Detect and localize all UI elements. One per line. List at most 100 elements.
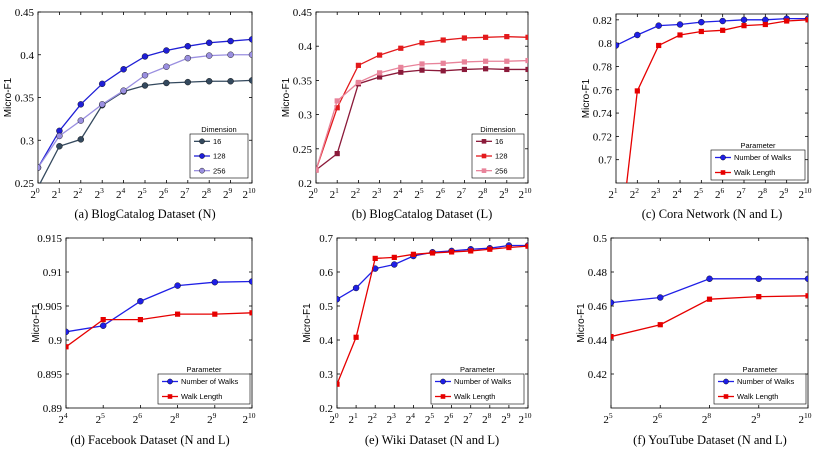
y-tick-label: 0.45 [15, 7, 35, 19]
chart-caption: (e) Wiki Dataset (N and L) [365, 433, 499, 447]
data-point [616, 42, 620, 49]
y-tick-label: 0.42 [588, 369, 607, 381]
y-tick-label: 0.91 [43, 267, 62, 279]
y-tick-label: 0.46 [588, 301, 608, 313]
y-tick-label: 0.915 [37, 233, 62, 245]
legend-title: Dimension [480, 125, 515, 134]
y-tick-label: 0.35 [15, 93, 35, 105]
x-tick-label: 27 [463, 411, 473, 426]
y-axis-label: Micro-F1 [302, 303, 313, 343]
data-point [77, 117, 85, 124]
y-axis-label: Micro-F1 [3, 77, 14, 117]
chart-caption: (f) YouTube Dataset (N and L) [633, 433, 787, 447]
data-point [449, 249, 455, 255]
data-point [377, 52, 383, 58]
data-point [804, 275, 808, 282]
x-tick-label: 210 [799, 411, 812, 426]
data-point [655, 22, 662, 29]
chart-b: 0.2 0.25 0.3 0.35 0.4 0.45 20 21 22 23 24 25 26 27 28 2… [281, 7, 532, 221]
x-tick-label: 28 [702, 411, 712, 426]
legend-swatch-marker [723, 394, 729, 399]
data-point [398, 64, 404, 71]
y-tick-label: 0.2 [298, 178, 312, 190]
x-tick-label: 20 [329, 411, 339, 426]
data-point [419, 61, 425, 67]
legend-box [710, 149, 806, 181]
data-point [391, 261, 398, 268]
data-point [184, 43, 192, 50]
legend-entry-label: Walk Length [734, 168, 775, 177]
data-point [38, 164, 42, 171]
data-point [355, 79, 361, 86]
x-tick-label: 25 [425, 411, 435, 426]
x-tick-label: 28 [478, 186, 488, 201]
legend: Parameter Number of Walks Walk Length [430, 365, 525, 405]
legend-swatch-marker [440, 394, 446, 399]
data-point [353, 334, 359, 340]
series-line-walk-length [337, 245, 528, 385]
data-point [227, 37, 234, 45]
data-point [504, 66, 510, 73]
data-point [461, 59, 467, 65]
y-axis-label: Micro-F1 [576, 303, 587, 343]
data-point [676, 21, 684, 28]
x-tick-label: 25 [414, 186, 424, 201]
legend-box [430, 373, 525, 405]
x-tick-label: 22 [368, 411, 378, 426]
data-point [720, 27, 726, 33]
data-point [468, 248, 474, 254]
data-point [698, 18, 705, 26]
series-line-walk-length [611, 295, 808, 338]
y-tick-label: 0.8 [598, 38, 612, 50]
y-axis-label: Micro-F1 [281, 77, 292, 117]
y-tick-label: 0.25 [15, 178, 35, 190]
data-point [377, 70, 383, 76]
data-point [98, 80, 106, 88]
legend-title: Parameter [742, 365, 778, 374]
data-point [525, 243, 528, 249]
x-tick-label: 26 [444, 411, 454, 426]
data-point [391, 254, 397, 260]
data-point [677, 32, 683, 38]
legend: Dimension 16 128 256 [189, 125, 249, 179]
data-point [613, 274, 618, 279]
legend-title: Dimension [201, 125, 236, 134]
y-tick-label: 0.5 [593, 233, 607, 245]
y-tick-label: 0.4 [20, 50, 34, 62]
data-point [141, 82, 149, 89]
legend: Dimension 16 128 256 [471, 125, 525, 179]
data-point [461, 35, 467, 41]
x-tick-label: 210 [243, 411, 256, 426]
data-point [77, 101, 85, 108]
data-point [487, 246, 493, 252]
legend-swatch-marker [481, 168, 487, 173]
data-point [525, 57, 528, 64]
data-point [137, 298, 144, 305]
legend-entry-label: Number of Walks [734, 153, 791, 162]
data-point [656, 42, 662, 49]
data-point [429, 250, 436, 256]
data-point [355, 62, 361, 68]
data-point [163, 47, 170, 54]
data-point [141, 72, 149, 79]
y-tick-label: 0.74 [593, 108, 613, 120]
legend-entry-label: Number of Walks [737, 377, 794, 386]
data-point [698, 28, 704, 35]
legend-title: Parameter [740, 141, 776, 150]
legend-entry-label: 16 [495, 137, 503, 146]
series-line-walk-length [66, 312, 252, 348]
chart-caption: (a) BlogCatalog Dataset (N) [74, 207, 215, 221]
data-point [372, 255, 378, 261]
data-point [174, 282, 181, 289]
legend: Parameter Number of Walks Walk Length [157, 365, 251, 405]
data-point [120, 66, 127, 73]
chart-caption: (c) Cora Network (N and L) [642, 207, 783, 221]
x-tick-label: 28 [482, 411, 492, 426]
y-axis-label: Micro-F1 [31, 303, 42, 343]
data-point [440, 37, 446, 43]
legend-swatch-marker [199, 138, 205, 145]
data-point [120, 87, 127, 94]
data-point [398, 45, 404, 51]
series-line-walk-length [626, 19, 808, 183]
x-tick-label: 26 [436, 186, 446, 201]
